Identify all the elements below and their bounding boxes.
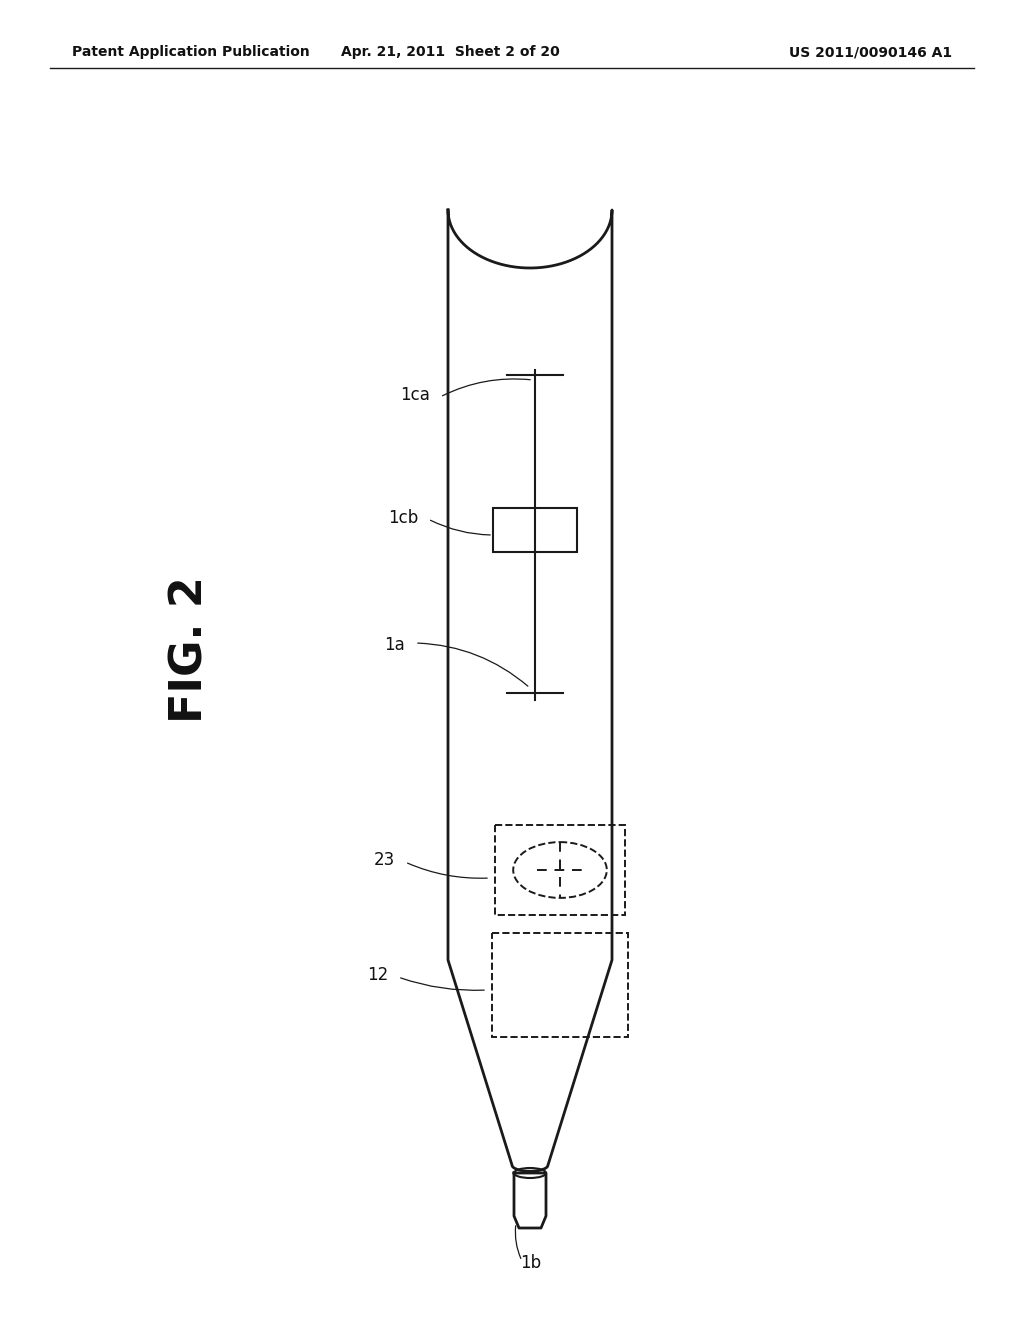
Text: 23: 23 bbox=[374, 851, 395, 869]
Text: 1cb: 1cb bbox=[388, 510, 418, 527]
Text: 12: 12 bbox=[367, 966, 388, 983]
Text: US 2011/0090146 A1: US 2011/0090146 A1 bbox=[788, 45, 952, 59]
Text: FIG. 2: FIG. 2 bbox=[169, 577, 212, 723]
Text: 1ca: 1ca bbox=[400, 385, 430, 404]
Text: 1a: 1a bbox=[384, 636, 406, 653]
Text: Patent Application Publication: Patent Application Publication bbox=[72, 45, 309, 59]
Text: 1b: 1b bbox=[520, 1254, 541, 1272]
Text: Apr. 21, 2011  Sheet 2 of 20: Apr. 21, 2011 Sheet 2 of 20 bbox=[341, 45, 559, 59]
